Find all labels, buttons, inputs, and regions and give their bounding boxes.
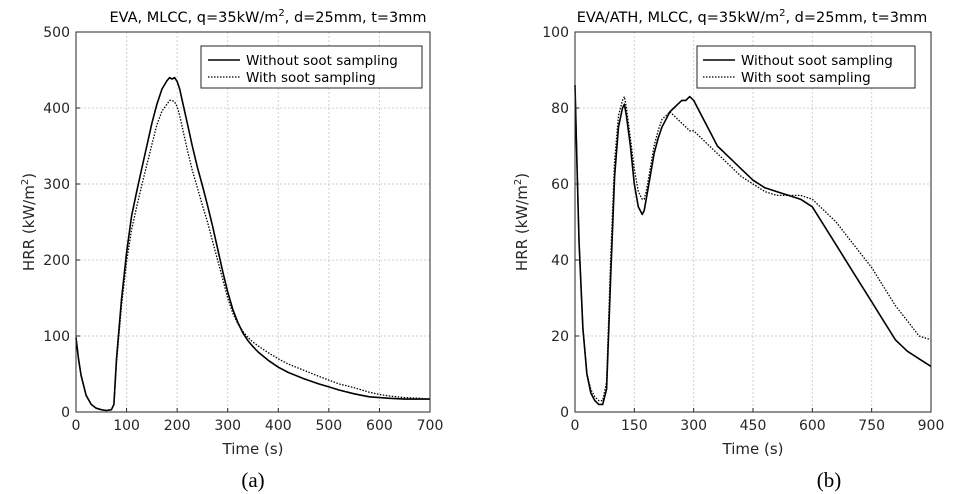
y-tick-label-a: 500 [43, 25, 70, 41]
x-tick-label-b: 900 [918, 418, 945, 434]
series-line-a-0 [75, 76, 430, 412]
x-tick-label-b: 750 [858, 418, 885, 434]
y-axis-label-b-tail: ) [513, 173, 531, 179]
y-axis-label-a-tail: ) [20, 173, 38, 179]
plot-frame-a [75, 31, 431, 413]
y-axis-label-a: HRR (kW/m2) [20, 173, 38, 271]
y-tick-label-b: 0 [560, 405, 569, 421]
legend-label-a-0: Without soot sampling [246, 53, 398, 69]
ticks-b: 0 150 300 450 600 750 900 0 20 40 60 80 100 [542, 25, 944, 434]
chart-title-a: EVA, MLCC, q=35kW/m2, d=25mm, t=3mm [109, 8, 426, 26]
y-tick-label-a: 100 [43, 329, 70, 345]
x-axis-label-a: Time (s) [222, 440, 284, 458]
caption-b: (b) [817, 468, 842, 492]
y-tick-label-a: 400 [43, 101, 70, 117]
y-tick-label-b: 20 [551, 329, 569, 345]
series-line-a-1 [75, 99, 431, 412]
legend-b: Without soot sampling With soot sampling [696, 45, 916, 89]
series-line-b-0 [574, 85, 932, 406]
x-tick-label-a: 700 [417, 418, 444, 434]
x-tick-label-b: 0 [571, 418, 580, 434]
x-tick-label-b: 450 [740, 418, 767, 434]
y-tick-label-b: 80 [551, 101, 569, 117]
series-a [75, 76, 431, 412]
chart-panel-b: EVA/ATH, MLCC, q=35kW/m2, d=25mm, t=3mm … [513, 8, 944, 492]
y-tick-label-a: 0 [61, 405, 70, 421]
chart-panel-a: EVA, MLCC, q=35kW/m2, d=25mm, t=3mm 0 100… [20, 8, 443, 492]
y-axis-label-a-main: HRR (kW/m [20, 185, 38, 271]
y-axis-label-b-sup: 2 [513, 179, 524, 185]
y-tick-label-a: 200 [43, 253, 70, 269]
chart-title-b-tail: , d=25mm, t=3mm [785, 10, 927, 26]
x-tick-label-a: 100 [113, 418, 140, 434]
y-tick-label-b: 40 [551, 253, 569, 269]
y-axis-label-a-sup: 2 [20, 179, 31, 185]
legend-box-b [696, 45, 916, 89]
caption-a: (a) [241, 468, 264, 492]
y-tick-label-b: 60 [551, 177, 569, 193]
x-tick-label-a: 600 [366, 418, 393, 434]
y-axis-label-b: HRR (kW/m2) [513, 173, 531, 271]
x-tick-label-b: 300 [680, 418, 707, 434]
chart-title-b: EVA/ATH, MLCC, q=35kW/m2, d=25mm, t=3mm [577, 8, 928, 26]
series-b [574, 85, 932, 406]
legend-box-a [200, 45, 423, 89]
gridlines-b [575, 32, 931, 412]
y-tick-label-b: 100 [542, 25, 569, 41]
x-tick-label-b: 150 [621, 418, 648, 434]
ticks-a: 0 100 200 300 400 500 600 700 0 100 200 300 400 500 [43, 25, 443, 434]
x-axis-label-b: Time (s) [722, 440, 784, 458]
x-tick-label-a: 0 [72, 418, 81, 434]
x-tick-label-a: 500 [315, 418, 342, 434]
chart-title-b-main: EVA/ATH, MLCC, q=35kW/m [577, 10, 779, 26]
x-tick-label-a: 200 [164, 418, 191, 434]
legend-label-a-1: With soot sampling [246, 70, 376, 86]
legend-a: Without soot sampling With soot sampling [200, 45, 423, 89]
y-tick-label-a: 300 [43, 177, 70, 193]
y-axis-label-b-main: HRR (kW/m [513, 185, 531, 271]
chart-title-a-tail: , d=25mm, t=3mm [285, 10, 427, 26]
x-tick-label-b: 600 [799, 418, 826, 434]
chart-title-b-sup: 2 [779, 8, 785, 19]
legend-label-b-0: Without soot sampling [741, 53, 893, 69]
x-tick-label-a: 300 [214, 418, 241, 434]
chart-title-a-main: EVA, MLCC, q=35kW/m [109, 10, 278, 26]
gridlines-a [76, 32, 430, 412]
x-tick-label-a: 400 [265, 418, 292, 434]
chart-title-a-sup: 2 [278, 8, 284, 19]
legend-label-b-1: With soot sampling [741, 70, 871, 86]
